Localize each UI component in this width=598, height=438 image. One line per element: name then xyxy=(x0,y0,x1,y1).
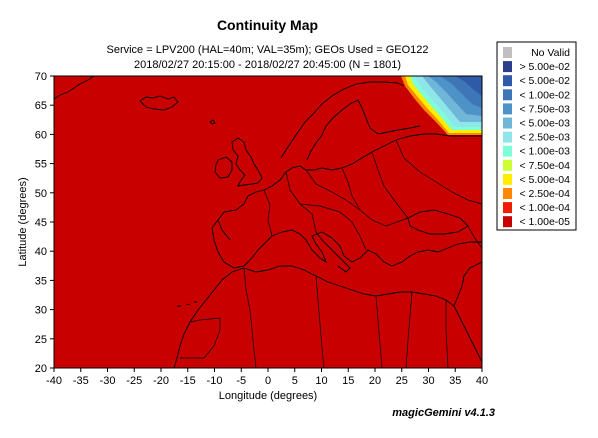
x-tick-label-0: -40 xyxy=(46,375,62,387)
coast-north-africa xyxy=(213,265,455,307)
x-tick-label-6: -10 xyxy=(207,375,223,387)
legend-swatch-3 xyxy=(503,89,512,101)
x-tick-label-8: 0 xyxy=(265,375,271,387)
border-11 xyxy=(405,291,413,369)
legend-swatch-12 xyxy=(503,216,512,228)
border-8 xyxy=(243,267,257,369)
x-axis-label: Longitude (degrees) xyxy=(219,390,317,402)
chart-title: Continuity Map xyxy=(216,17,319,33)
coast-iceland xyxy=(139,95,179,111)
chart-subtitle-service: Service = LPV200 (HAL=40m; VAL=35m); GEO… xyxy=(106,44,429,56)
y-axis: 20 25 30 35 40 45 50 55 60 65 70 xyxy=(35,71,54,375)
coast-faroe xyxy=(209,119,216,125)
coast-sweden xyxy=(306,99,359,161)
legend-label-6: < 2.50e-03 xyxy=(519,132,570,144)
legend-swatch-10 xyxy=(503,188,512,199)
map-background xyxy=(54,76,482,368)
legend-label-4: < 7.50e-03 xyxy=(519,103,570,115)
legend-label-2: < 5.00e-02 xyxy=(519,75,570,87)
legend-swatch-6 xyxy=(503,131,512,143)
software-version: magicGemini v4.1.3 xyxy=(392,407,495,419)
y-tick-label-10: 70 xyxy=(35,71,47,83)
x-tick-label-1: -35 xyxy=(73,375,89,387)
legend-swatch-1 xyxy=(503,61,512,73)
y-tick-label-0: 20 xyxy=(35,363,47,375)
y-axis-label: Latitude (degrees) xyxy=(17,177,29,266)
y-tick-label-9: 65 xyxy=(35,100,47,112)
coast-norway xyxy=(280,81,405,159)
coast-red-sea xyxy=(453,305,483,363)
border-7 xyxy=(299,203,367,251)
coast-italy xyxy=(315,231,351,273)
border-10 xyxy=(375,295,383,369)
border-3 xyxy=(305,169,409,227)
border-9 xyxy=(315,275,325,369)
x-axis: -40 -35 -30 -25 -20 -15 -10 -5 0 5 10 15 20 25 30 35 40 xyxy=(46,368,488,387)
legend-swatch-5 xyxy=(503,117,512,129)
legend-label-1: > 5.00e-02 xyxy=(519,61,570,73)
x-tick-label-3: -25 xyxy=(126,375,142,387)
legend-label-11: < 1.00e-04 xyxy=(519,202,570,214)
legend-label-5: < 5.00e-03 xyxy=(519,118,570,130)
x-tick-label-13: 25 xyxy=(396,375,408,387)
coast-finland xyxy=(357,99,421,135)
y-tick-label-3: 35 xyxy=(35,275,47,287)
legend-label-12: < 1.00e-05 xyxy=(519,216,570,228)
legend-swatch-11 xyxy=(503,202,512,214)
chart-subtitle-period: 2018/02/27 20:15:00 - 2018/02/27 20:45:0… xyxy=(134,59,401,71)
x-tick-label-2: -30 xyxy=(100,375,116,387)
x-tick-label-9: 5 xyxy=(292,375,298,387)
y-tick-label-8: 60 xyxy=(35,129,47,141)
coast-britain xyxy=(231,137,263,187)
x-tick-label-7: -5 xyxy=(236,375,246,387)
border-1 xyxy=(263,189,273,237)
y-tick-label-5: 45 xyxy=(35,217,47,229)
legend-swatch-0 xyxy=(503,47,512,58)
legend: No Valid > 5.00e-02 < 5.00e-02 < 1.00e-02 < … xyxy=(496,41,577,231)
y-tick-label-6: 50 xyxy=(35,188,47,200)
coast-greenland xyxy=(53,75,95,100)
legend-label-0: No Valid xyxy=(531,47,570,59)
y-tick-label-7: 55 xyxy=(35,159,47,171)
legend-swatch-4 xyxy=(503,103,512,115)
y-tick-label-2: 30 xyxy=(35,305,47,317)
x-tick-label-10: 10 xyxy=(315,375,327,387)
border-5 xyxy=(371,151,409,219)
border-14 xyxy=(445,300,449,369)
coast-ireland xyxy=(214,156,233,179)
x-tick-label-15: 35 xyxy=(449,375,461,387)
legend-label-9: < 5.00e-04 xyxy=(519,174,570,186)
legend-swatch-8 xyxy=(503,159,512,171)
x-tick-label-11: 15 xyxy=(342,375,354,387)
border-6 xyxy=(395,139,483,205)
coast-canaries xyxy=(177,301,197,307)
legend-label-7: < 1.00e-03 xyxy=(519,146,570,158)
legend-label-3: < 1.00e-02 xyxy=(519,89,570,101)
legend-swatch-9 xyxy=(503,173,512,185)
x-tick-label-4: -20 xyxy=(153,375,169,387)
legend-swatch-7 xyxy=(503,145,512,157)
x-tick-label-14: 30 xyxy=(422,375,434,387)
legend-swatch-2 xyxy=(503,75,512,87)
border-4 xyxy=(341,167,361,211)
y-tick-label-1: 25 xyxy=(35,334,47,346)
band-5-00e-02 xyxy=(455,76,482,96)
coast-black-sea xyxy=(407,209,469,235)
legend-label-10: < 2.50e-04 xyxy=(519,188,570,200)
coast-west-africa xyxy=(173,289,215,369)
x-tick-label-12: 20 xyxy=(369,375,381,387)
country-borders xyxy=(180,139,483,369)
x-tick-label-5: -15 xyxy=(180,375,196,387)
coast-mediterranean-north xyxy=(271,229,482,267)
y-tick-label-4: 40 xyxy=(35,246,47,258)
border-13 xyxy=(467,225,483,249)
legend-label-8: < 7.50e-04 xyxy=(519,160,570,172)
high-value-region xyxy=(401,76,482,135)
coast-levant xyxy=(453,261,483,307)
border-12 xyxy=(180,317,221,359)
coast-iberia xyxy=(211,219,273,269)
x-tick-label-16: 40 xyxy=(476,375,488,387)
